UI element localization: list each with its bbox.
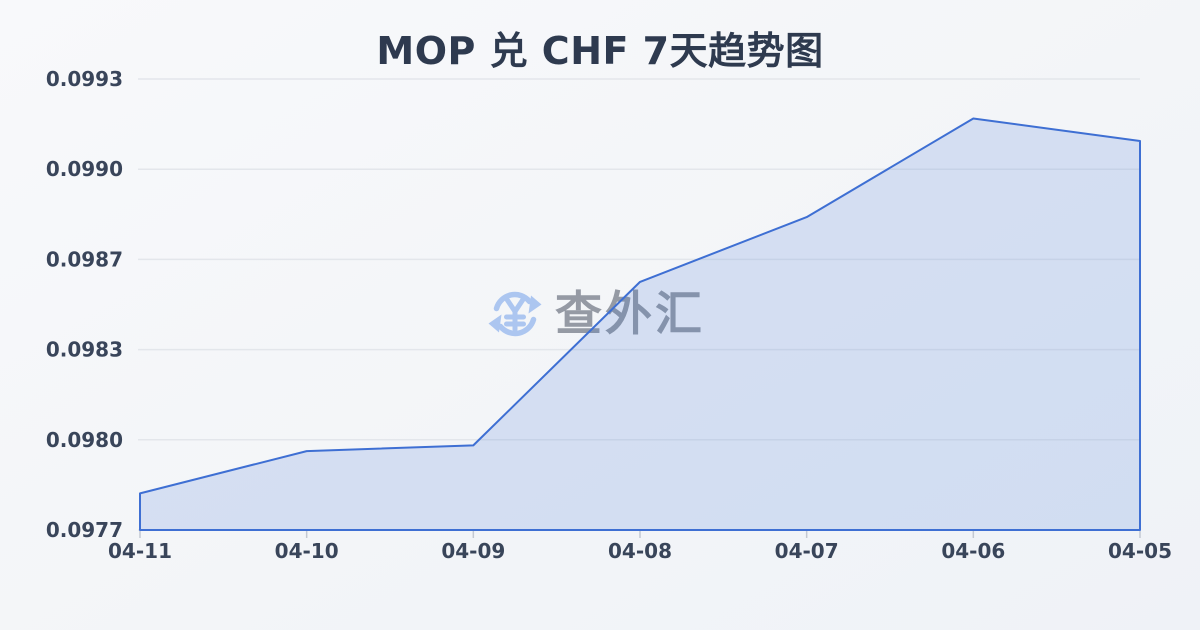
area-series	[139, 117, 1141, 531]
y-axis-label: 0.0980	[46, 428, 123, 452]
x-axis-label: 04-05	[1108, 539, 1172, 563]
x-axis-label: 04-07	[775, 539, 839, 563]
x-axis-label: 04-09	[441, 539, 505, 563]
currency-exchange-icon	[485, 284, 545, 344]
x-axis-label: 04-11	[108, 539, 172, 563]
x-axis-label: 04-10	[275, 539, 339, 563]
watermark-text: 查外汇	[555, 291, 705, 338]
y-axis-label: 0.0993	[46, 67, 123, 91]
x-axis-label: 04-08	[608, 539, 672, 563]
y-axis-label: 0.0983	[46, 338, 123, 362]
y-axis-label: 0.0987	[46, 247, 123, 271]
y-axis-label: 0.0990	[46, 157, 123, 181]
watermark: 查外汇	[485, 284, 705, 344]
y-axis-label: 0.0977	[46, 518, 123, 542]
chart-title: MOP 兑 CHF 7天趋势图	[376, 29, 824, 73]
x-axis-label: 04-06	[941, 539, 1005, 563]
